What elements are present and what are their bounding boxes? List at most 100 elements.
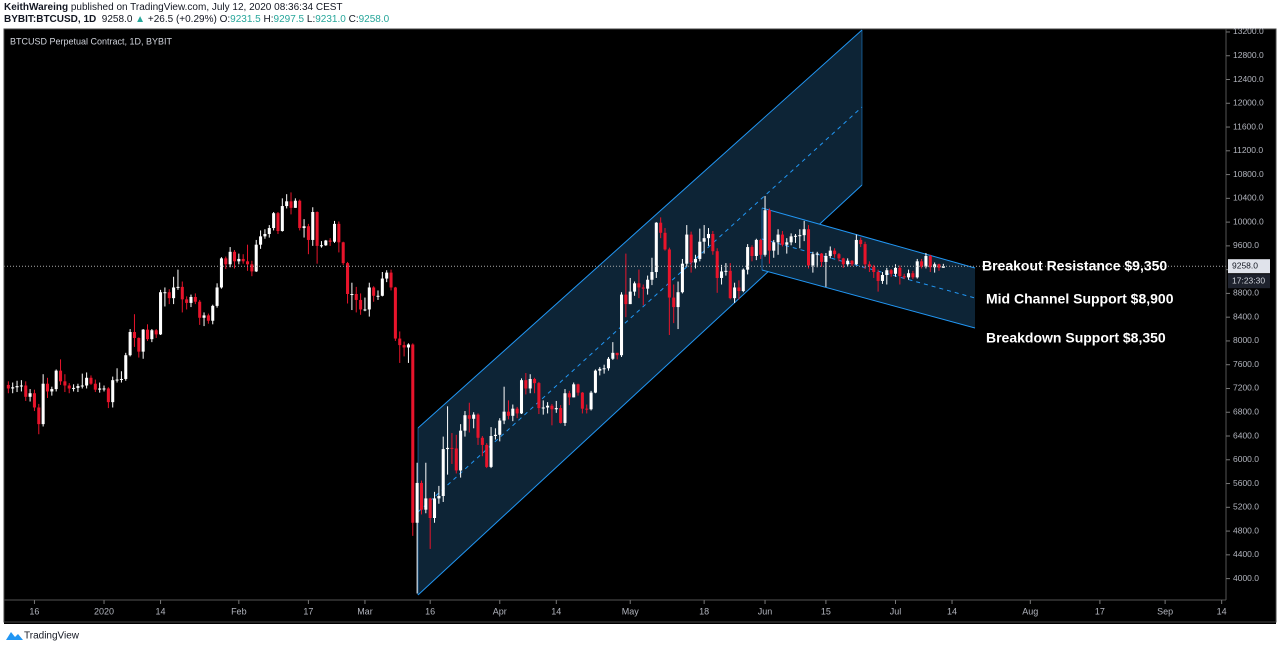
candle-body bbox=[559, 408, 563, 423]
y-tick-label: 10800.0 bbox=[1233, 169, 1264, 179]
y-tick-label: 11200.0 bbox=[1233, 145, 1263, 155]
header: KeithWareing published on TradingView.co… bbox=[4, 2, 389, 26]
candle-body bbox=[19, 385, 23, 387]
candle-body bbox=[733, 287, 737, 299]
candle-body bbox=[754, 239, 758, 256]
candle-body bbox=[106, 388, 110, 403]
candle-body bbox=[693, 258, 697, 263]
candle-body bbox=[824, 255, 828, 262]
price: 9258.0 bbox=[101, 14, 133, 25]
y-tick-label: 6800.0 bbox=[1233, 406, 1259, 416]
candle-body bbox=[150, 330, 154, 340]
candle-body bbox=[815, 253, 819, 255]
candle-body bbox=[472, 414, 476, 419]
x-tick-label: Apr bbox=[493, 606, 507, 616]
candle-body bbox=[41, 383, 45, 425]
x-tick-label: Jun bbox=[758, 606, 773, 616]
candle-body bbox=[585, 408, 589, 410]
candle-body bbox=[85, 377, 89, 386]
candle-body bbox=[24, 385, 28, 397]
c-label: C: bbox=[348, 14, 359, 25]
candle-body bbox=[332, 223, 337, 242]
y-tick-label: 11600.0 bbox=[1233, 121, 1263, 131]
candle-body bbox=[728, 270, 732, 299]
candle-body bbox=[359, 299, 363, 310]
candle-body bbox=[463, 415, 467, 431]
candle-body bbox=[285, 201, 289, 207]
candle-body bbox=[485, 444, 489, 467]
candle-body bbox=[376, 295, 380, 297]
candle-body bbox=[176, 286, 180, 288]
candle-body bbox=[793, 235, 797, 237]
candle-body bbox=[772, 242, 776, 251]
candle-body bbox=[302, 226, 306, 229]
candle-body bbox=[711, 233, 715, 252]
candle-body bbox=[476, 414, 480, 438]
candle-body bbox=[828, 250, 832, 256]
candle-body bbox=[720, 271, 724, 278]
y-tick-label: 10400.0 bbox=[1233, 193, 1264, 203]
x-tick-label: 15 bbox=[821, 606, 831, 616]
l-label: L: bbox=[306, 14, 316, 25]
candle-body bbox=[811, 254, 815, 266]
h: 9297.5 bbox=[273, 14, 305, 25]
candle-body bbox=[889, 270, 893, 274]
footer-bar bbox=[0, 624, 1280, 649]
candle-body bbox=[259, 236, 263, 245]
y-tick-label: 8800.0 bbox=[1233, 288, 1259, 298]
candle-body bbox=[276, 213, 280, 232]
last-price-box bbox=[1228, 259, 1270, 274]
y-tick-label: 6000.0 bbox=[1233, 454, 1259, 464]
candle-body bbox=[715, 251, 719, 278]
candle-body bbox=[115, 379, 119, 381]
candle-body bbox=[363, 309, 367, 311]
candle-body bbox=[50, 389, 54, 392]
candle-body bbox=[346, 263, 350, 295]
ascending-channel bbox=[418, 30, 862, 595]
candle-body bbox=[537, 383, 541, 409]
candle-body bbox=[267, 228, 271, 234]
candle-body bbox=[315, 212, 319, 246]
x-tick-label: 14 bbox=[156, 606, 166, 616]
candle-body bbox=[550, 405, 554, 410]
author: KeithWareing bbox=[4, 2, 69, 13]
candle-body bbox=[524, 380, 528, 389]
candle-body bbox=[872, 266, 876, 273]
pane-border bbox=[3, 28, 1277, 623]
candle-body bbox=[702, 238, 706, 242]
candle-body bbox=[163, 292, 167, 294]
x-tick-label: Mar bbox=[357, 606, 373, 616]
candle-body bbox=[389, 272, 393, 288]
candle-body bbox=[189, 296, 193, 303]
h-label: H: bbox=[263, 14, 274, 25]
candle-body bbox=[689, 234, 693, 263]
candle-body bbox=[480, 437, 484, 445]
x-tick-label: 16 bbox=[425, 606, 435, 616]
candle-body bbox=[780, 234, 784, 245]
candle-body bbox=[119, 378, 123, 380]
candle-body bbox=[615, 352, 619, 356]
candle-body bbox=[633, 283, 637, 292]
candle-body bbox=[741, 269, 745, 292]
candle-body bbox=[289, 201, 293, 208]
plot bbox=[4, 192, 1226, 594]
candle-body bbox=[941, 266, 945, 268]
annotation: Mid Channel Support $8,900 bbox=[986, 291, 1174, 307]
y-tick-label: 10000.0 bbox=[1233, 216, 1264, 226]
candle-body bbox=[641, 287, 645, 289]
candle-body bbox=[467, 415, 471, 419]
candle-body bbox=[102, 388, 106, 390]
candle-body bbox=[128, 332, 132, 356]
candle-body bbox=[598, 368, 602, 371]
candle-body bbox=[415, 482, 419, 523]
candle-body bbox=[180, 286, 184, 300]
candle-body bbox=[193, 296, 197, 302]
published: published on TradingView.com, July 12, 2… bbox=[70, 2, 343, 13]
candle-body bbox=[650, 272, 654, 280]
candle-body bbox=[924, 255, 928, 267]
candle-body bbox=[124, 355, 128, 379]
candle-body bbox=[554, 408, 558, 410]
candle-body bbox=[311, 212, 315, 240]
candle-body bbox=[319, 245, 323, 247]
candle-body bbox=[776, 234, 780, 243]
